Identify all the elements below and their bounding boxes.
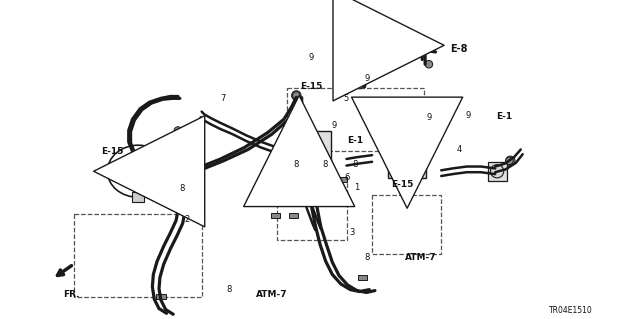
Text: 8: 8 — [293, 160, 298, 169]
Circle shape — [506, 156, 515, 166]
Text: 8: 8 — [227, 286, 232, 294]
Circle shape — [174, 127, 182, 134]
Text: TR04E1510: TR04E1510 — [549, 306, 593, 315]
Bar — [337, 177, 346, 182]
Text: 8: 8 — [365, 254, 370, 263]
Bar — [488, 162, 507, 181]
Bar — [303, 177, 312, 182]
Bar — [277, 180, 346, 241]
Bar — [156, 294, 166, 299]
Text: ATM-7: ATM-7 — [405, 253, 436, 262]
Text: ATM-7: ATM-7 — [257, 290, 288, 299]
Text: 4: 4 — [457, 145, 462, 154]
Bar — [132, 192, 144, 202]
Circle shape — [425, 61, 433, 68]
Circle shape — [506, 157, 513, 165]
Text: 7: 7 — [220, 94, 226, 103]
Circle shape — [399, 158, 415, 175]
Text: 2: 2 — [184, 215, 189, 224]
Bar — [287, 88, 424, 152]
Bar — [164, 167, 175, 176]
Text: 1: 1 — [355, 183, 360, 192]
Text: E-1: E-1 — [348, 136, 364, 145]
Text: E-15: E-15 — [300, 82, 322, 91]
Text: 8: 8 — [179, 184, 184, 193]
Bar — [271, 213, 280, 218]
Text: FR.: FR. — [63, 290, 80, 299]
Ellipse shape — [120, 155, 156, 187]
Text: 9: 9 — [332, 121, 337, 130]
Bar — [74, 214, 202, 297]
Text: 5: 5 — [344, 94, 349, 103]
Circle shape — [292, 91, 301, 100]
Text: 6: 6 — [344, 173, 350, 182]
Bar — [358, 275, 367, 280]
Text: E-8: E-8 — [451, 44, 468, 54]
Text: 8: 8 — [323, 160, 328, 169]
Text: E-15: E-15 — [390, 180, 413, 189]
Text: 3: 3 — [349, 228, 355, 237]
Bar — [388, 155, 426, 178]
Circle shape — [297, 136, 324, 163]
Circle shape — [490, 165, 504, 178]
Bar — [289, 213, 298, 218]
Circle shape — [304, 143, 317, 156]
Circle shape — [355, 78, 365, 88]
Text: 9: 9 — [426, 113, 432, 122]
Circle shape — [356, 81, 364, 89]
Text: 9: 9 — [308, 53, 314, 62]
Circle shape — [292, 92, 300, 99]
Text: 8: 8 — [353, 160, 358, 169]
Text: 9: 9 — [466, 111, 471, 121]
Bar — [290, 130, 332, 168]
Text: E-1: E-1 — [496, 112, 512, 121]
Text: 9: 9 — [364, 74, 369, 83]
Text: E-15: E-15 — [100, 147, 123, 156]
Bar — [372, 195, 441, 254]
